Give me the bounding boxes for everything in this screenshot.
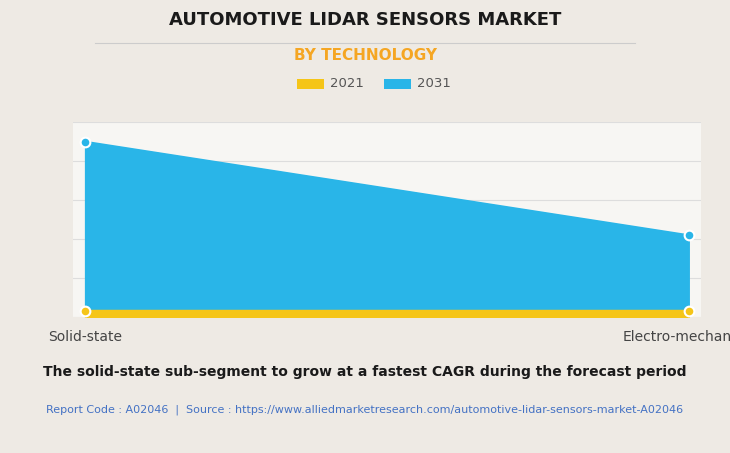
Text: AUTOMOTIVE LIDAR SENSORS MARKET: AUTOMOTIVE LIDAR SENSORS MARKET [169, 11, 561, 29]
Text: The solid-state sub-segment to grow at a fastest CAGR during the forecast period: The solid-state sub-segment to grow at a… [43, 365, 687, 379]
Text: 2031: 2031 [418, 77, 451, 90]
Text: Report Code : A02046  |  Source : https://www.alliedmarketresearch.com/automotiv: Report Code : A02046 | Source : https://… [47, 404, 683, 414]
Text: BY TECHNOLOGY: BY TECHNOLOGY [293, 48, 437, 63]
Text: 2021: 2021 [330, 77, 364, 90]
